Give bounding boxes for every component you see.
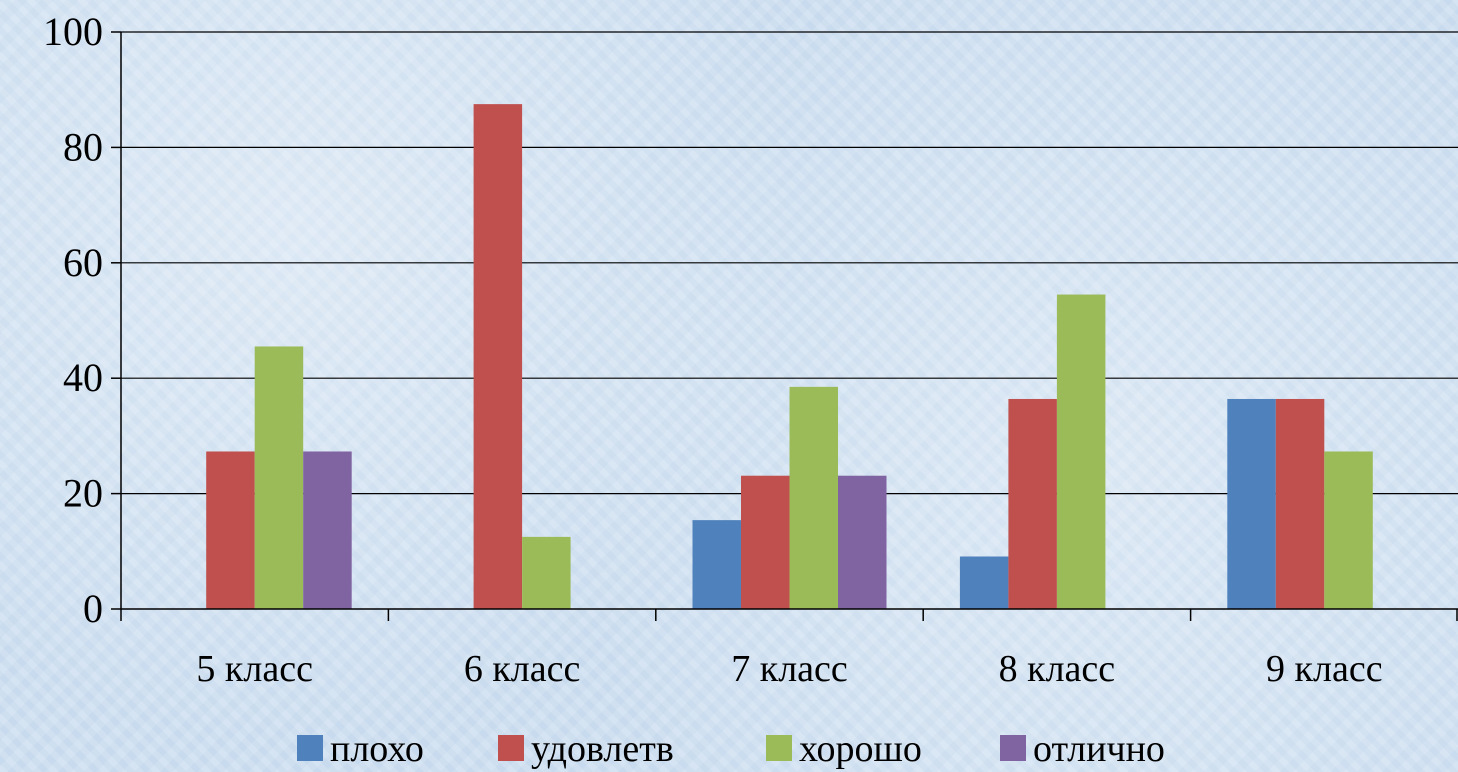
legend-label: хорошо	[799, 728, 922, 770]
bar-2-4	[1008, 398, 1057, 609]
legend-swatch	[297, 735, 323, 761]
legend-label: отлично	[1033, 728, 1165, 770]
x-tick-label: 7 класс	[731, 648, 848, 690]
legend-label: удовлетв	[531, 728, 674, 770]
x-tick-label: 8 класс	[999, 648, 1116, 690]
bars	[206, 104, 1373, 609]
legend-swatch	[498, 735, 524, 761]
category-labels: 5 класс 6 класс 7 класс 8 класс 9 класс	[196, 648, 1382, 690]
bar-3-4	[1056, 294, 1106, 609]
y-tick-label: 80	[63, 124, 103, 169]
bar-1-5	[1227, 398, 1276, 609]
legend-label: плохо	[330, 728, 424, 770]
x-tick-label: 6 класс	[464, 648, 581, 690]
bar-1-3	[692, 520, 741, 609]
bar-2-3	[741, 475, 790, 609]
y-tick-label: 100	[43, 9, 103, 54]
bar-2-1	[206, 451, 255, 609]
bar-3-2	[522, 536, 571, 609]
y-tick-label: 20	[63, 471, 103, 516]
legend: плохо удовлетв хорошо отлично	[297, 728, 1165, 770]
legend-swatch	[766, 735, 792, 761]
y-tick-labels: 0 20 40 60 80 100	[43, 9, 103, 631]
bar-1-4	[959, 556, 1009, 609]
bar-2-2	[473, 104, 523, 609]
legend-swatch	[1000, 735, 1026, 761]
bar-4-1	[303, 451, 352, 609]
bar-2-5	[1275, 398, 1325, 609]
x-tick-label: 9 класс	[1266, 648, 1383, 690]
y-tick-label: 0	[83, 586, 103, 631]
bar-3-3	[789, 386, 838, 609]
bar-3-1	[254, 346, 304, 609]
bar-3-5	[1324, 451, 1373, 609]
y-tick-label: 60	[63, 240, 103, 285]
axes	[111, 31, 1458, 621]
x-tick-label: 5 класс	[196, 648, 313, 690]
bar-4-3	[838, 475, 887, 609]
y-tick-label: 40	[63, 355, 103, 400]
